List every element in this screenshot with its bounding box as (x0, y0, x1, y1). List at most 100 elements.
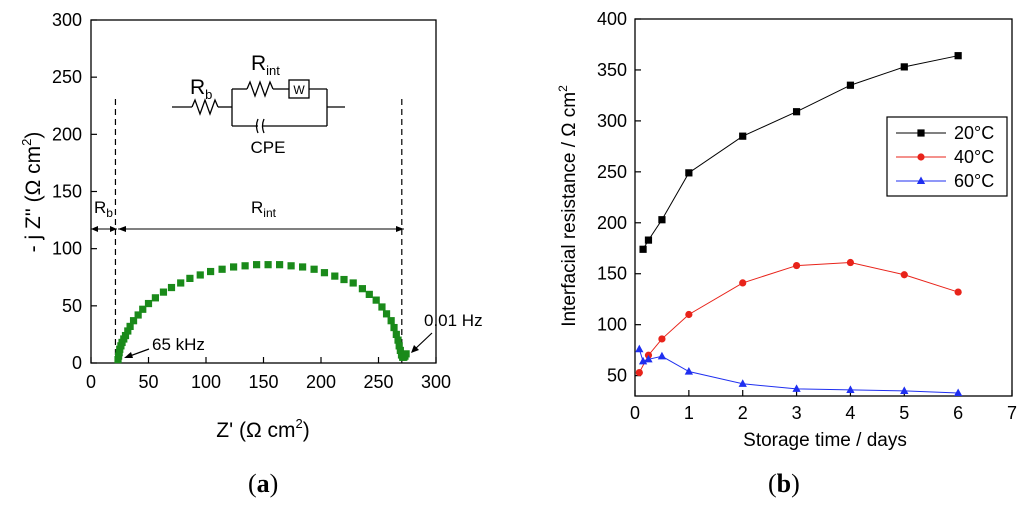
panel-b-series (635, 52, 963, 397)
x-tick-label: 4 (845, 403, 855, 423)
y-tick-label: 150 (52, 182, 82, 202)
impedance-point (276, 261, 284, 269)
x-tick-label: 0 (630, 403, 640, 423)
y-tick-label: 50 (607, 366, 627, 386)
impedance-point (139, 305, 147, 313)
data-point (658, 335, 666, 343)
impedance-point (230, 263, 238, 271)
data-point (792, 261, 801, 270)
y-tick-label: 100 (597, 315, 627, 335)
x-tick-label: 7 (1007, 403, 1017, 423)
x-tick-label: 300 (421, 372, 451, 392)
impedance-point (167, 283, 176, 292)
y-tick-label: 200 (52, 124, 82, 144)
impedance-point (177, 279, 185, 287)
impedance-point (218, 265, 226, 273)
data-point (846, 385, 855, 393)
impedance-point (144, 299, 153, 308)
y-tick-label: 250 (597, 162, 627, 182)
impedance-point (264, 261, 272, 269)
data-point (900, 63, 908, 71)
panel-b-x-axis-title: Storage time / days (743, 430, 907, 451)
y-tick-label: 0 (72, 353, 82, 373)
panel-b-label: (b) (768, 469, 800, 498)
legend-label: 60°C (954, 171, 994, 191)
impedance-point (207, 267, 215, 276)
impedance-point (126, 322, 134, 331)
panel-b-y-axis-title: Interfacial resistance / Ω cm2 (556, 85, 580, 327)
rint-span-label: Rint (251, 198, 277, 220)
impedance-point (372, 296, 380, 304)
rb-span-label: Rb (94, 198, 113, 220)
data-point (684, 367, 693, 375)
x-tick-label: 5 (899, 403, 909, 423)
circuit-rint-label: Rint (251, 52, 280, 78)
panel-b-chart: 0 1 2 3 4 5 6 7 50 100 150 200 250 300 350 400 20°C 40°C… (556, 9, 1017, 498)
data-point (954, 288, 962, 296)
impedance-point (358, 285, 366, 293)
impedance-point (387, 317, 395, 325)
data-point (685, 310, 693, 319)
impedance-point (392, 330, 400, 339)
impedance-point (134, 311, 142, 319)
data-point (635, 368, 643, 377)
circuit-rb-label: Rb (190, 76, 212, 102)
impedance-point (310, 265, 318, 273)
high-freq-label: 0.01 Hz (424, 311, 483, 330)
data-point (685, 169, 693, 177)
x-tick-label: 2 (738, 403, 748, 423)
panel-a-x-axis-title: Z' (Ω cm2) (216, 416, 309, 442)
impedance-point (241, 262, 249, 270)
impedance-point (390, 323, 398, 332)
data-point (644, 236, 653, 244)
y-tick-label: 300 (597, 111, 627, 131)
warburg-label: W (293, 83, 305, 97)
panel-a-reference-lines (114, 99, 403, 363)
data-point (900, 386, 909, 394)
impedance-point (299, 263, 307, 271)
x-tick-label: 6 (953, 403, 963, 423)
panel-a-impedance-series (114, 261, 410, 364)
y-tick-label: 100 (52, 239, 82, 259)
y-tick-label: 250 (52, 67, 82, 87)
y-tick-label: 200 (597, 213, 627, 233)
data-point (739, 279, 747, 287)
circuit-cpe-label: CPE (251, 138, 286, 157)
x-tick-label: 0 (86, 372, 96, 392)
x-tick-label: 50 (138, 372, 158, 392)
impedance-point (378, 303, 386, 311)
impedance-point (340, 275, 348, 284)
y-tick-label: 50 (62, 296, 82, 316)
impedance-point (396, 346, 404, 355)
high-freq-arrow (413, 332, 433, 351)
impedance-point (382, 310, 391, 318)
impedance-point (129, 317, 138, 325)
rint-resistor (246, 80, 274, 98)
panel-b-plot-frame (634, 18, 1013, 397)
impedance-point (121, 331, 130, 340)
legend-marker (917, 129, 925, 137)
impedance-point (320, 269, 329, 277)
legend-label: 40°C (954, 147, 994, 167)
rint-span-arrow (118, 226, 404, 232)
impedance-point (253, 261, 261, 269)
x-tick-label: 100 (191, 372, 221, 392)
data-point (635, 344, 644, 353)
impedance-point (151, 294, 159, 302)
equivalent-circuit: W Rb Rint CPE (172, 52, 345, 157)
high-freq-arrowhead (411, 345, 419, 353)
impedance-point (196, 271, 204, 279)
panel-a-label: (a) (248, 469, 278, 498)
data-point (644, 354, 653, 363)
low-freq-arrowhead (124, 352, 133, 358)
legend-entries: 20°C 40°C 60°C (896, 123, 994, 191)
data-point (792, 384, 801, 392)
impedance-point (287, 262, 295, 270)
cpe-element (255, 118, 259, 134)
panel-b-legend: 20°C 40°C 60°C (886, 116, 1008, 197)
impedance-point (402, 350, 410, 358)
data-point (739, 132, 747, 140)
legend-marker (917, 153, 925, 161)
